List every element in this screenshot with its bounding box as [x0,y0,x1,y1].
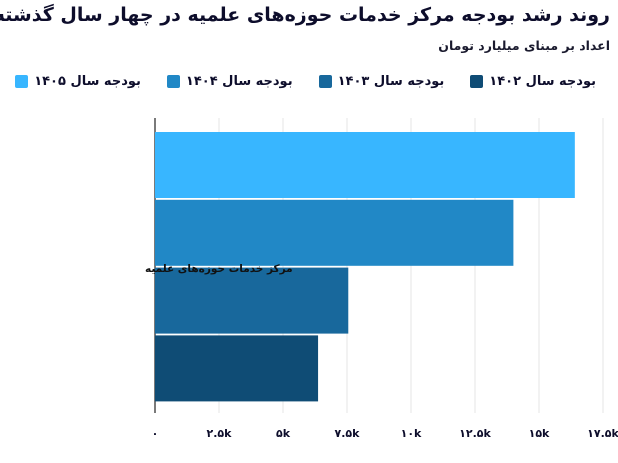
legend-item[interactable]: بودجه سال ۱۴۰۲ [470,74,596,89]
x-tick-label: ۷.۵k [335,427,361,440]
legend-swatch [470,75,484,88]
category-label: مرکز خدمات حوزه‌های علمیه [145,263,293,275]
bar-3[interactable] [155,335,319,402]
legend-item[interactable]: بودجه سال ۱۴۰۵ [15,74,141,89]
x-tick-label: ۵k [276,427,291,440]
legend-swatch [15,75,29,88]
legend-item[interactable]: بودجه سال ۱۴۰۳ [318,74,445,89]
legend: بودجه سال ۱۴۰۲ بودجه سال ۱۴۰۳ بودجه سال ۱۴… [15,74,596,89]
legend-label: بودجه سال ۱۴۰۳ [337,74,445,89]
x-tick-label: ۱۲.۵k [459,427,491,440]
legend-swatch [318,75,332,88]
legend-swatch [166,75,180,88]
chart-subtitle: اعداد بر مبنای میلیارد تومان [438,38,610,53]
x-tick-label: ۱۰k [401,427,422,440]
bar-2[interactable] [155,267,349,334]
bar-1[interactable] [155,199,514,266]
legend-label: بودجه سال ۱۴۰۴ [185,74,293,89]
bar-0[interactable] [155,132,575,198]
x-tick-label: ۲.۵k [207,427,233,440]
x-tick-label: ۱۷.۵k [587,427,618,440]
x-tick-label: ۱۵k [529,427,550,440]
legend-item[interactable]: بودجه سال ۱۴۰۴ [166,74,293,89]
legend-label: بودجه سال ۱۴۰۲ [489,74,596,89]
legend-label: بودجه سال ۱۴۰۵ [34,74,141,89]
x-tick-label: ۰ [152,427,159,440]
chart-title: روند رشد بودجه مرکز خدمات حوزه‌های علمیه… [0,4,610,26]
